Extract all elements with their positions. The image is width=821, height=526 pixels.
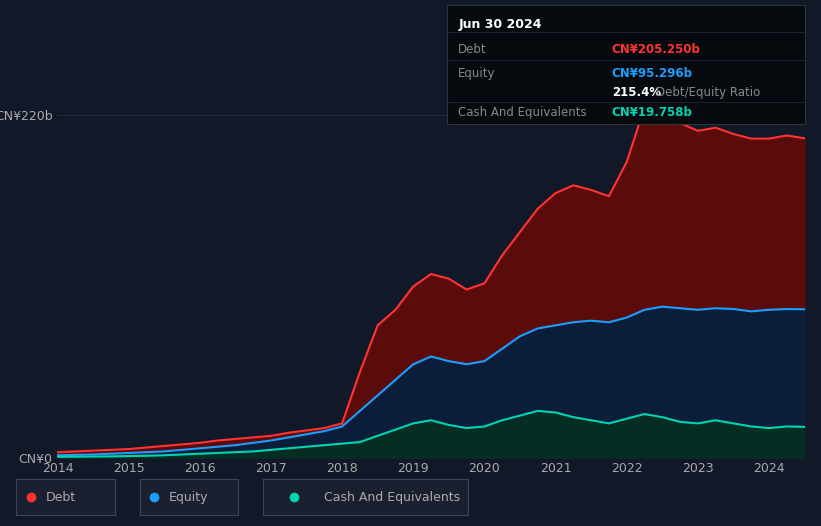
Text: Debt: Debt [458, 43, 487, 56]
Text: Equity: Equity [169, 491, 209, 503]
Text: Equity: Equity [458, 67, 496, 80]
Text: CN¥19.758b: CN¥19.758b [612, 106, 693, 119]
Text: Debt: Debt [46, 491, 76, 503]
Text: CN¥95.296b: CN¥95.296b [612, 67, 693, 80]
Text: Cash And Equivalents: Cash And Equivalents [458, 106, 587, 119]
Text: Jun 30 2024: Jun 30 2024 [458, 18, 542, 31]
Text: Cash And Equivalents: Cash And Equivalents [324, 491, 461, 503]
Text: 215.4%: 215.4% [612, 86, 661, 99]
Text: Debt/Equity Ratio: Debt/Equity Ratio [656, 86, 760, 99]
Text: CN¥205.250b: CN¥205.250b [612, 43, 700, 56]
